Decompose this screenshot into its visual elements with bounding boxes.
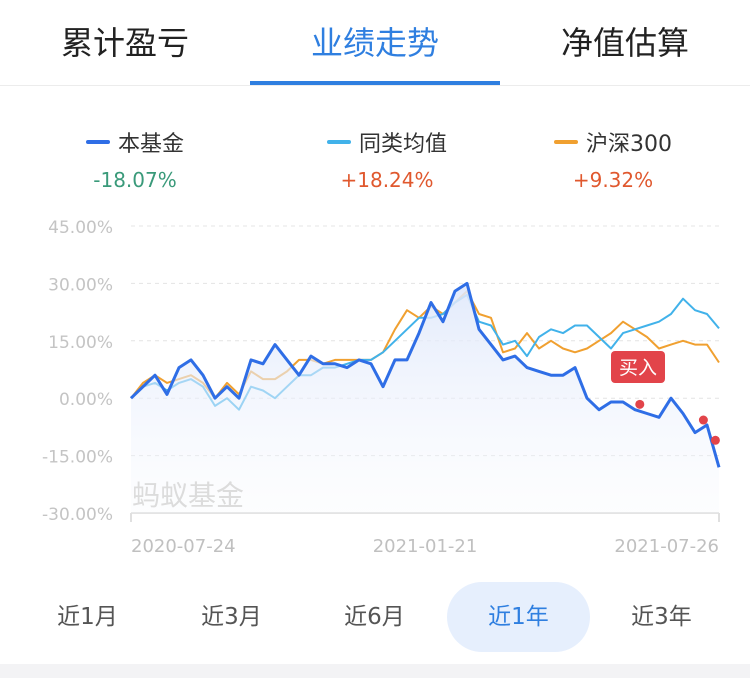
x-tick-label: 2021-01-21 — [373, 536, 478, 557]
y-tick-label: 45.00% — [48, 218, 113, 238]
range-1y[interactable]: 近1年 — [447, 582, 590, 652]
x-tick-label: 2021-07-26 — [614, 536, 719, 557]
series-line-fund — [129, 281, 721, 468]
x-tick-label: 2020-07-24 — [131, 536, 236, 557]
legend-line-icon — [554, 140, 578, 144]
active-tab-indicator — [250, 81, 500, 85]
tab-cumulative-pnl[interactable]: 累计盈亏 — [60, 24, 189, 62]
series-line-hs300 — [130, 290, 720, 400]
y-tick-label: 15.00% — [48, 333, 113, 353]
range-3m[interactable]: 近3月 — [201, 604, 262, 630]
buy-marker — [698, 415, 708, 425]
tab-performance[interactable]: 业绩走势 — [310, 24, 439, 62]
range-selector: 近1月 近3月 近6月 近1年 近3年 — [0, 582, 750, 652]
legend-value: +18.24% — [340, 168, 434, 192]
legend-label: 本基金 — [117, 132, 184, 157]
fund-area-fill — [131, 283, 719, 513]
y-tick-label: 0.00% — [59, 390, 113, 410]
legend-value: -18.07% — [93, 168, 177, 192]
legend-label: 同类均值 — [358, 132, 447, 157]
range-6m[interactable]: 近6月 — [344, 604, 405, 630]
tab-nav-estimate[interactable]: 净值估算 — [560, 24, 689, 62]
legend-label: 沪深300 — [586, 132, 672, 157]
y-tick-label: -30.00% — [42, 505, 113, 525]
range-3y[interactable]: 近3年 — [631, 604, 692, 630]
y-tick-label: 30.00% — [48, 275, 113, 295]
buy-marker — [635, 399, 645, 409]
y-tick-label: -15.00% — [42, 448, 113, 468]
watermark: 蚂蚁基金 — [132, 479, 244, 512]
range-1m[interactable]: 近1月 — [57, 604, 118, 630]
tab-bar: 累计盈亏 业绩走势 净值估算 — [0, 0, 750, 86]
buy-annotation-bg — [611, 351, 665, 383]
legend-value: +9.32% — [572, 168, 654, 192]
legend-line-icon — [326, 140, 351, 144]
bottom-divider — [0, 664, 750, 678]
legend-line-icon — [85, 140, 110, 144]
buy-annotation-label: 买入 — [619, 357, 657, 379]
performance-chart[interactable]: 45.00% 30.00% 15.00% 0.00% -15.00% -30.00% 蚂蚁… — [0, 200, 750, 570]
buy-marker — [710, 435, 720, 445]
legend-fund: 本基金 -18.07% — [10, 126, 260, 192]
buy-annotation: 买入 — [611, 351, 665, 383]
legend-category-avg: 同类均值 +18.24% — [262, 126, 512, 192]
legend-hs300: 沪深300 +9.32% — [488, 126, 738, 192]
